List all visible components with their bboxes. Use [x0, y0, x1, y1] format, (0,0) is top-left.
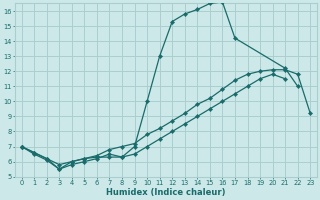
- X-axis label: Humidex (Indice chaleur): Humidex (Indice chaleur): [106, 188, 226, 197]
